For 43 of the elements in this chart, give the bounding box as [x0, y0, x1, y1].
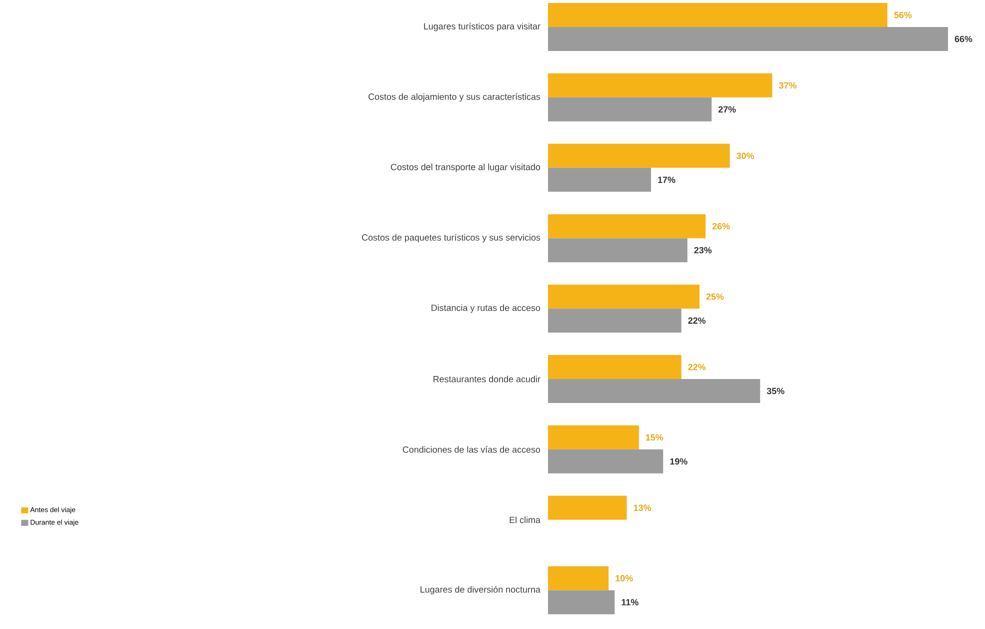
- bar: [548, 168, 652, 192]
- data-label: 27%: [718, 106, 736, 113]
- bar: [548, 26, 948, 51]
- y-tick-label: Condiciones de las vías de acceso: [402, 446, 540, 453]
- data-label: 13%: [634, 504, 652, 511]
- bar: [548, 97, 712, 122]
- y-tick-label: Costos de alojamiento y sus características: [368, 93, 540, 102]
- data-label: 30%: [736, 152, 754, 159]
- data-label: 25%: [706, 293, 724, 300]
- y-tick-label: Costos de paquetes turísticos y sus servicios: [362, 234, 540, 242]
- data-label: 66%: [954, 36, 972, 42]
- bar: [548, 425, 639, 450]
- bar: [548, 566, 609, 590]
- bar: [548, 73, 772, 98]
- data-label: 11%: [622, 599, 638, 606]
- bar: [548, 590, 615, 614]
- data-label: 10%: [616, 575, 633, 582]
- bar: [548, 449, 664, 474]
- data-label: 35%: [766, 388, 784, 394]
- data-label: 22%: [688, 317, 706, 324]
- y-tick-label: Distancia y rutas de acceso: [432, 304, 540, 313]
- bar: [548, 238, 688, 262]
- data-label: 17%: [658, 176, 676, 183]
- bar: [548, 308, 682, 333]
- bar: [548, 496, 627, 520]
- bar: [548, 144, 730, 168]
- bar: [548, 214, 706, 238]
- bar: [548, 379, 760, 403]
- data-label: 23%: [694, 247, 712, 254]
- y-tick-label: Lugares turísticos para visitar: [424, 22, 540, 32]
- y-tick-label: Costos del transporte al lugar visitado: [390, 164, 540, 172]
- data-label: 26%: [712, 223, 730, 230]
- y-tick-label: El clima: [510, 516, 540, 524]
- data-label: 37%: [778, 82, 796, 89]
- data-label: 19%: [670, 458, 688, 465]
- data-label: 22%: [688, 364, 706, 370]
- data-label: 56%: [894, 12, 912, 18]
- y-tick-label: Restaurantes donde acudir: [434, 376, 540, 382]
- bar: [548, 2, 888, 27]
- data-label: 15%: [646, 434, 664, 441]
- bar: [548, 355, 682, 379]
- y-tick-label: Lugares de diversión nocturna: [420, 586, 540, 594]
- bar: [548, 284, 700, 309]
